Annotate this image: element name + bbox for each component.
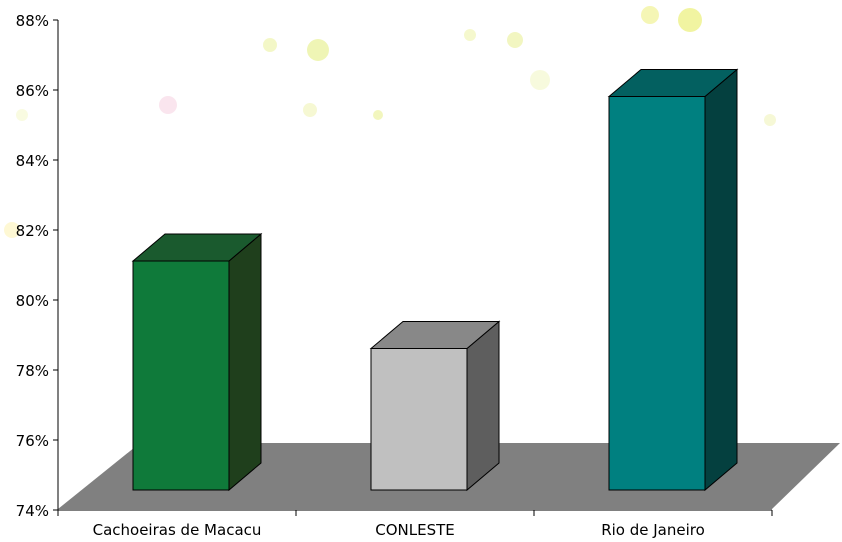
- y-tick-label: 76%: [16, 432, 49, 450]
- x-category-label: Rio de Janeiro: [601, 521, 705, 539]
- bar-front: [132, 260, 230, 491]
- bar-side: [704, 68, 738, 492]
- labels: Cachoeiras de Macacu CONLESTE Rio de Janei…: [93, 521, 705, 539]
- y-tick-label: 80%: [16, 292, 49, 310]
- bar-2: [369, 320, 501, 492]
- y-tick-label: 88%: [16, 12, 49, 30]
- bar-side: [228, 232, 262, 492]
- y-tick-label: 86%: [16, 82, 49, 100]
- bar-front: [370, 348, 468, 491]
- y-tick-label: 84%: [16, 152, 49, 170]
- y-tick-label: 74%: [16, 502, 49, 520]
- y-tick-label: 82%: [16, 222, 49, 240]
- x-category-label: CONLESTE: [375, 521, 455, 539]
- y-tick-label: 78%: [16, 362, 49, 380]
- axes: 74% 76% 78% 80% 82% 84% 86% 88%: [16, 12, 773, 520]
- bar-front: [608, 96, 706, 491]
- bar-side: [466, 320, 500, 492]
- x-category-label: Cachoeiras de Macacu: [93, 521, 262, 539]
- bar-3: [607, 68, 739, 492]
- bar-1: [131, 232, 263, 492]
- background-speckles: [4, 6, 776, 238]
- bars: [131, 68, 739, 492]
